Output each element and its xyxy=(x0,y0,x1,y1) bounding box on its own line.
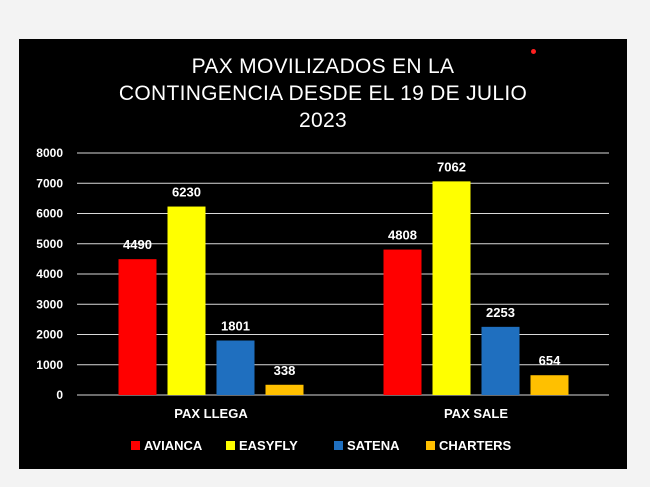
bar-satena-0 xyxy=(216,340,255,395)
data-label: 1801 xyxy=(221,319,250,334)
x-category-label: PAX SALE xyxy=(444,406,508,421)
legend-swatch-charters xyxy=(426,441,435,450)
data-label: 7062 xyxy=(437,159,466,174)
legend-label-charters: CHARTERS xyxy=(439,438,512,453)
legend-label-avianca: AVIANCA xyxy=(144,438,203,453)
y-tick-label: 2000 xyxy=(36,328,63,342)
data-label: 338 xyxy=(274,363,296,378)
bar-satena-1 xyxy=(481,326,520,395)
y-tick-label: 5000 xyxy=(36,237,63,251)
bar-easyfly-0 xyxy=(167,206,206,395)
bar-charters-0 xyxy=(265,384,304,395)
bar-avianca-0 xyxy=(118,259,157,395)
y-tick-label: 3000 xyxy=(36,297,63,311)
y-tick-label: 1000 xyxy=(36,358,63,372)
legend-swatch-easyfly xyxy=(226,441,235,450)
chart-panel: PAX MOVILIZADOS EN LA CONTINGENCIA DESDE… xyxy=(19,39,627,469)
bar-easyfly-1 xyxy=(432,181,471,395)
legend-swatch-satena xyxy=(334,441,343,450)
data-label: 6230 xyxy=(172,185,201,200)
legend-label-easyfly: EASYFLY xyxy=(239,438,298,453)
y-tick-label: 8000 xyxy=(36,146,63,160)
y-tick-label: 6000 xyxy=(36,207,63,221)
y-tick-label: 4000 xyxy=(36,267,63,281)
red-dot-marker xyxy=(531,49,536,54)
data-label: 654 xyxy=(539,353,561,368)
data-label: 4808 xyxy=(388,228,417,243)
y-tick-label: 7000 xyxy=(36,176,63,190)
y-tick-label: 0 xyxy=(56,388,63,402)
legend-swatch-avianca xyxy=(131,441,140,450)
data-label: 4490 xyxy=(123,237,152,252)
bar-avianca-1 xyxy=(383,249,422,395)
chart-title: PAX MOVILIZADOS EN LA CONTINGENCIA DESDE… xyxy=(118,55,528,132)
bar-charters-1 xyxy=(530,375,569,395)
x-category-label: PAX LLEGA xyxy=(174,406,248,421)
data-label: 2253 xyxy=(486,305,515,320)
legend-label-satena: SATENA xyxy=(347,438,400,453)
bar-chart: 0 1000 2000 3000 4000 5000 6000 7000 8000 4490 623… xyxy=(36,146,609,453)
